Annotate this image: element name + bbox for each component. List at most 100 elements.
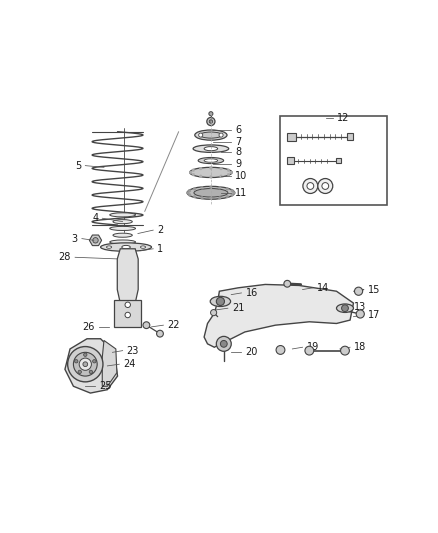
Polygon shape bbox=[89, 235, 102, 246]
Text: 22: 22 bbox=[167, 320, 180, 330]
Circle shape bbox=[199, 133, 203, 137]
Ellipse shape bbox=[106, 246, 112, 248]
Circle shape bbox=[307, 183, 314, 189]
Bar bbox=[346, 133, 353, 140]
Text: 19: 19 bbox=[307, 342, 319, 352]
Ellipse shape bbox=[113, 220, 132, 224]
Text: 2: 2 bbox=[157, 225, 163, 235]
Circle shape bbox=[356, 310, 364, 318]
Text: 4: 4 bbox=[92, 213, 98, 223]
Ellipse shape bbox=[336, 304, 353, 312]
Circle shape bbox=[226, 195, 229, 198]
Ellipse shape bbox=[195, 130, 227, 140]
Circle shape bbox=[188, 193, 191, 196]
Text: 10: 10 bbox=[235, 171, 247, 181]
Ellipse shape bbox=[204, 159, 218, 162]
Circle shape bbox=[209, 167, 212, 169]
Circle shape bbox=[209, 175, 212, 178]
Circle shape bbox=[342, 305, 348, 312]
Bar bbox=[287, 157, 294, 164]
Text: 23: 23 bbox=[127, 345, 139, 356]
Circle shape bbox=[78, 370, 81, 374]
Circle shape bbox=[201, 197, 203, 199]
Text: 1: 1 bbox=[157, 244, 163, 254]
Ellipse shape bbox=[194, 189, 228, 197]
Circle shape bbox=[354, 287, 363, 295]
Polygon shape bbox=[102, 341, 117, 386]
Circle shape bbox=[193, 188, 196, 190]
Polygon shape bbox=[114, 300, 141, 327]
Circle shape bbox=[79, 358, 92, 370]
Circle shape bbox=[199, 167, 202, 170]
Circle shape bbox=[74, 352, 97, 376]
Ellipse shape bbox=[110, 227, 135, 230]
Ellipse shape bbox=[110, 213, 135, 217]
Circle shape bbox=[187, 191, 189, 194]
Text: 14: 14 bbox=[317, 283, 329, 293]
Circle shape bbox=[227, 169, 230, 172]
Text: 24: 24 bbox=[124, 359, 136, 369]
Circle shape bbox=[284, 280, 291, 287]
Circle shape bbox=[303, 179, 318, 193]
Polygon shape bbox=[65, 339, 117, 393]
Text: 21: 21 bbox=[232, 303, 244, 313]
Circle shape bbox=[207, 117, 215, 126]
Ellipse shape bbox=[101, 243, 152, 252]
Circle shape bbox=[219, 187, 221, 189]
Circle shape bbox=[230, 171, 233, 174]
Circle shape bbox=[233, 191, 235, 194]
Text: 13: 13 bbox=[354, 302, 367, 311]
Circle shape bbox=[226, 188, 229, 190]
Circle shape bbox=[201, 187, 203, 189]
Circle shape bbox=[143, 322, 150, 328]
Ellipse shape bbox=[210, 296, 230, 306]
Text: 11: 11 bbox=[235, 188, 247, 198]
Circle shape bbox=[216, 336, 231, 351]
Bar bbox=[287, 133, 296, 141]
Circle shape bbox=[216, 297, 225, 305]
Ellipse shape bbox=[187, 187, 235, 199]
Circle shape bbox=[219, 133, 223, 137]
Circle shape bbox=[192, 169, 194, 172]
Circle shape bbox=[341, 346, 350, 355]
Text: 18: 18 bbox=[354, 342, 367, 352]
Circle shape bbox=[227, 173, 230, 176]
Polygon shape bbox=[117, 249, 138, 303]
Circle shape bbox=[219, 197, 221, 199]
Text: 9: 9 bbox=[235, 159, 241, 169]
Circle shape bbox=[199, 175, 202, 177]
Text: 16: 16 bbox=[246, 288, 258, 298]
Ellipse shape bbox=[200, 132, 222, 138]
Circle shape bbox=[83, 362, 88, 367]
Circle shape bbox=[220, 167, 223, 170]
Text: 26: 26 bbox=[82, 322, 95, 332]
Circle shape bbox=[209, 111, 213, 116]
Bar bbox=[280, 116, 387, 205]
Ellipse shape bbox=[113, 233, 132, 237]
Ellipse shape bbox=[122, 245, 130, 249]
Circle shape bbox=[67, 346, 103, 382]
Circle shape bbox=[276, 345, 285, 354]
Circle shape bbox=[192, 173, 194, 176]
Circle shape bbox=[189, 171, 192, 174]
Circle shape bbox=[93, 238, 98, 243]
Circle shape bbox=[125, 312, 131, 318]
Ellipse shape bbox=[110, 240, 135, 244]
Text: 17: 17 bbox=[368, 310, 380, 320]
Ellipse shape bbox=[204, 147, 218, 151]
Circle shape bbox=[84, 353, 87, 357]
Circle shape bbox=[89, 370, 92, 374]
Text: 6: 6 bbox=[235, 125, 241, 135]
Circle shape bbox=[93, 360, 96, 363]
Circle shape bbox=[318, 179, 333, 193]
Text: 28: 28 bbox=[59, 252, 71, 262]
Circle shape bbox=[209, 186, 212, 189]
Text: 12: 12 bbox=[337, 113, 350, 123]
Circle shape bbox=[74, 360, 78, 363]
Ellipse shape bbox=[198, 157, 224, 164]
Circle shape bbox=[322, 183, 328, 189]
Circle shape bbox=[231, 193, 233, 196]
Ellipse shape bbox=[190, 167, 232, 177]
Text: 8: 8 bbox=[235, 147, 241, 157]
Text: 7: 7 bbox=[235, 137, 242, 147]
